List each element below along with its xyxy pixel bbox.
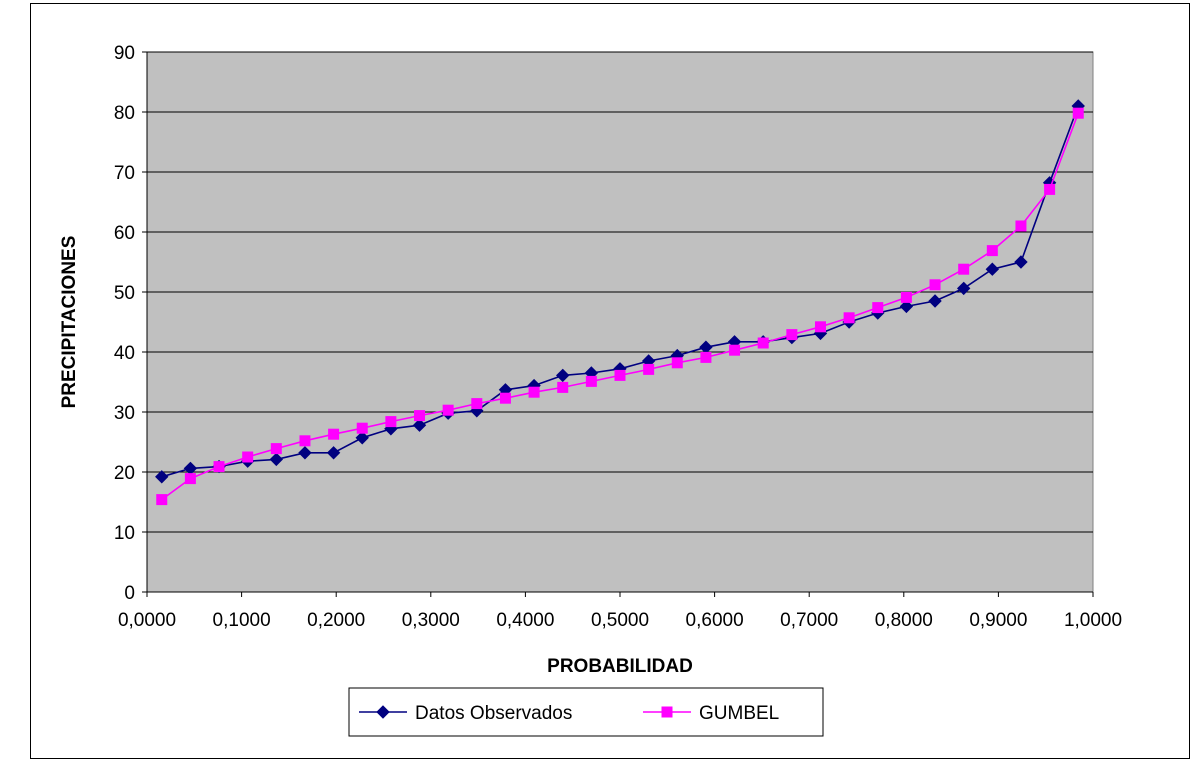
data-point [270, 443, 282, 455]
x-tick-label: 0,3000 [402, 610, 460, 631]
series-layer [155, 99, 1085, 506]
x-axis-title: PROBABILIDAD [547, 656, 693, 677]
data-point [499, 392, 511, 404]
data-point [1015, 220, 1027, 232]
data-point [956, 281, 971, 296]
data-point [328, 428, 340, 440]
y-tick-label: 80 [114, 103, 135, 124]
chart-frame: 0,0000 0,1000 0,2000 0,3000 0,4000 0,5000 0,60… [30, 3, 1190, 759]
legend-label: GUMBEL [699, 703, 779, 724]
y-tick-label: 50 [114, 283, 135, 304]
data-point [814, 321, 826, 333]
data-point [355, 431, 369, 445]
x-tick-label: 0,4000 [496, 610, 554, 631]
data-point [213, 461, 225, 473]
y-tick-label: 60 [114, 223, 135, 244]
data-point [356, 422, 368, 434]
x-tick-label: 0,8000 [875, 610, 933, 631]
x-tick-labels: 0,0000 0,1000 0,2000 0,3000 0,4000 0,5000 0,60… [118, 592, 1122, 631]
legend: Datos Observados GUMBEL [348, 687, 824, 737]
data-point [326, 446, 341, 460]
chart-svg: 0,0000 0,1000 0,2000 0,3000 0,4000 0,5000 0,60… [59, 43, 1122, 737]
legend-marker [376, 705, 390, 719]
y-tick-label: 70 [114, 163, 135, 184]
data-point [412, 418, 427, 432]
data-point [1044, 183, 1056, 195]
data-point [757, 337, 769, 349]
series-gumbel [156, 107, 1084, 506]
x-tick-label: 0,6000 [686, 610, 744, 631]
y-tick-label: 0 [124, 583, 135, 604]
legend-label: Datos Observados [415, 703, 572, 724]
data-point [900, 291, 912, 303]
legend-marker [661, 706, 673, 718]
data-point [528, 386, 540, 398]
data-point [700, 351, 712, 363]
data-point [385, 416, 397, 428]
data-point [556, 368, 570, 383]
data-point [242, 451, 254, 463]
data-point [1014, 255, 1028, 269]
y-axis-title: PRECIPITACIONES [59, 236, 80, 409]
x-tick-label: 0,0000 [118, 610, 176, 631]
data-point [614, 369, 626, 381]
data-point [155, 470, 169, 484]
data-point [986, 245, 998, 257]
data-point [299, 435, 311, 447]
legend-item: GUMBEL [643, 703, 779, 724]
data-point [786, 329, 798, 341]
data-point [298, 446, 312, 460]
plot-area [146, 51, 1094, 593]
data-point [1072, 107, 1084, 119]
y-tick-label: 40 [114, 343, 135, 364]
y-tick-label: 90 [114, 43, 135, 64]
gridlines [146, 51, 1093, 593]
data-point [471, 398, 483, 410]
data-point [269, 452, 284, 467]
y-tick-labels: 0 10 20 30 40 50 60 70 80 90 [114, 43, 147, 604]
data-point [843, 312, 855, 324]
data-point [184, 473, 196, 485]
data-point [958, 263, 970, 275]
data-point [414, 410, 426, 422]
data-point [585, 375, 597, 387]
x-tick-label: 0,9000 [969, 610, 1027, 631]
x-tick-label: 0,7000 [780, 610, 838, 631]
x-tick-label: 0,5000 [591, 610, 649, 631]
data-point [156, 494, 168, 506]
x-tick-label: 1,0000 [1064, 610, 1122, 631]
data-point [928, 294, 942, 308]
data-point [729, 344, 741, 356]
data-point [899, 299, 914, 314]
x-tick-label: 0,2000 [307, 610, 365, 631]
x-tick-label: 0,1000 [213, 610, 271, 631]
y-tick-label: 30 [114, 403, 135, 424]
y-tick-label: 10 [114, 523, 135, 544]
data-point [442, 404, 454, 416]
data-point [671, 357, 683, 369]
data-point [985, 262, 1000, 276]
data-point [557, 381, 569, 393]
legend-item: Datos Observados [359, 703, 572, 724]
data-point [929, 279, 941, 291]
data-point [872, 302, 884, 314]
data-point [643, 363, 655, 375]
legend-box [348, 687, 824, 737]
y-tick-label: 20 [114, 463, 135, 484]
